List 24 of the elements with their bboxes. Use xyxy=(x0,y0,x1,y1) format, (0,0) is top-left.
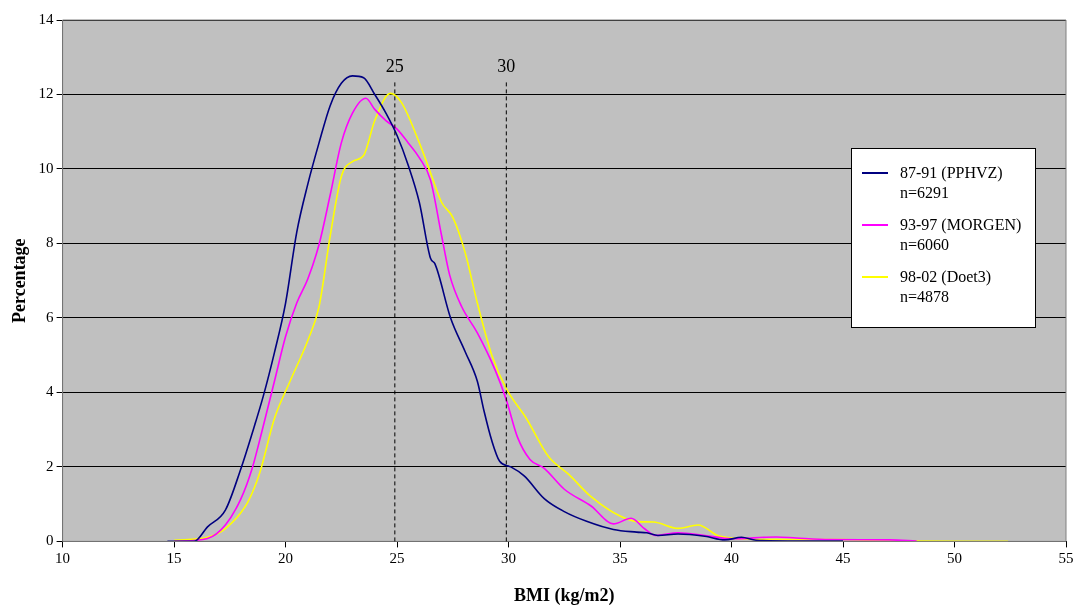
legend-label: 98-02 (Doet3) n=4878 xyxy=(900,267,993,307)
x-tick-label: 15 xyxy=(166,550,182,567)
y-tick-label: 12 xyxy=(38,85,54,102)
x-tick-label: 20 xyxy=(278,550,294,567)
y-tick-label: 4 xyxy=(46,383,55,400)
x-tick-label: 50 xyxy=(947,550,963,567)
x-tick-label: 55 xyxy=(1058,550,1074,567)
y-tick-label: 6 xyxy=(46,308,55,325)
y-tick-label: 10 xyxy=(38,159,54,176)
y-tick-label: 14 xyxy=(38,10,55,27)
x-tick-label: 25 xyxy=(389,550,405,567)
y-tick-label: 8 xyxy=(46,234,54,251)
x-axis-title: BMI (kg/m2) xyxy=(514,584,615,606)
ref-line-label: 25 xyxy=(385,55,404,76)
ref-line-label: 30 xyxy=(497,55,516,76)
x-tick-label: 35 xyxy=(612,550,628,567)
x-tick-label: 45 xyxy=(835,550,851,567)
y-tick-label: 2 xyxy=(46,457,54,474)
x-tick-label: 40 xyxy=(724,550,740,567)
y-axis-title: Percentage xyxy=(9,238,30,324)
legend-label: 87-91 (PPHVZ) n=6291 xyxy=(900,163,1004,203)
x-tick-label: 30 xyxy=(501,550,517,567)
y-tick-label: 0 xyxy=(46,532,54,549)
legend-label: 93-97 (MORGEN) n=6060 xyxy=(900,215,1023,255)
